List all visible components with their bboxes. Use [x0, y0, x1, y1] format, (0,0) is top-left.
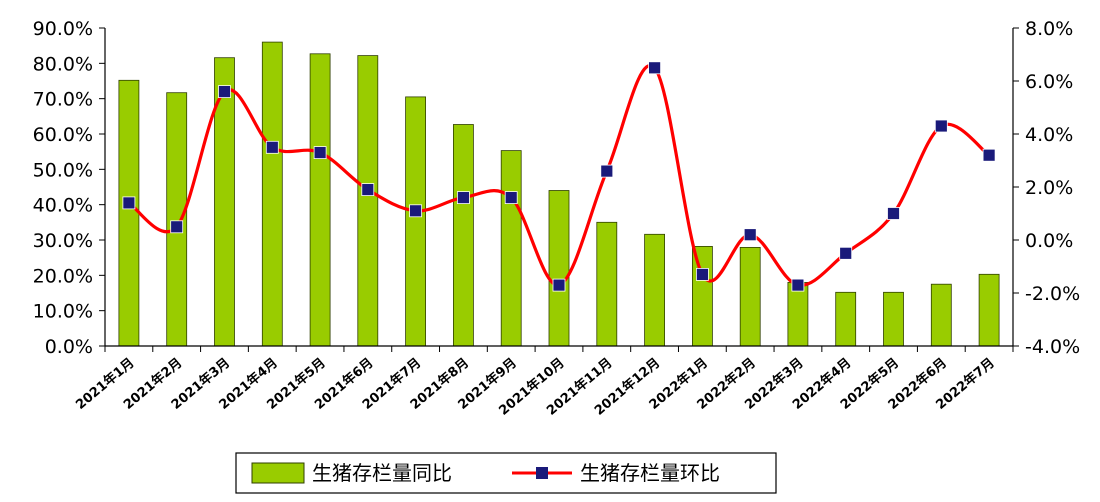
bar-7 — [405, 96, 427, 347]
bar-10 — [548, 190, 570, 347]
left-tick-label: 50.0% — [33, 159, 93, 181]
left-tick-label: 30.0% — [33, 230, 93, 252]
bar-14 — [739, 246, 761, 347]
line-marker-4 — [265, 140, 279, 154]
right-tick-label: 2.0% — [1025, 177, 1073, 199]
line-marker-7 — [409, 204, 423, 218]
right-axis-ticks: -4.0% -2.0% 0.0% 2.0% 4.0% 6.0% 8.0% — [1013, 18, 1080, 358]
line-marker-9 — [504, 191, 518, 205]
right-tick-label: -2.0% — [1025, 283, 1080, 305]
left-tick-label: 80.0% — [33, 53, 93, 75]
line-marker-2 — [170, 220, 184, 234]
bar-11 — [596, 221, 618, 347]
bar-2 — [166, 92, 188, 347]
line-marker-11 — [600, 164, 614, 178]
legend: 生猪存栏量同比 生猪存栏量环比 — [235, 452, 777, 494]
legend-box — [235, 452, 777, 494]
right-tick-label: 0.0% — [1025, 230, 1073, 252]
bar-8 — [452, 124, 474, 347]
bar-12 — [644, 233, 665, 347]
left-tick-label: 0.0% — [45, 336, 93, 358]
bar-4 — [261, 41, 283, 347]
left-tick-label: 90.0% — [33, 18, 93, 40]
bar-15 — [787, 281, 809, 347]
left-tick-label: 40.0% — [33, 195, 93, 217]
bars-layer — [118, 41, 1000, 347]
legend-bar-swatch — [251, 462, 305, 484]
category-labels: 2021年1月2021年2月2021年3月2021年4月2021年5月2021年… — [73, 355, 998, 419]
line-marker-6 — [361, 183, 375, 197]
markers-layer — [122, 61, 996, 292]
line-marker-3 — [218, 85, 231, 98]
right-tick-label: -4.0% — [1025, 336, 1080, 358]
left-axis-ticks: 0.0% 10.0% 20.0% 30.0% 40.0% 50.0% 60.0% 70.0% 8… — [33, 18, 105, 358]
bar-17 — [883, 291, 904, 347]
line-marker-14 — [743, 228, 757, 242]
right-tick-label: 8.0% — [1025, 18, 1073, 40]
right-tick-label: 6.0% — [1025, 71, 1073, 93]
legend-bar-label: 生猪存栏量同比 — [312, 461, 452, 485]
bar-5 — [309, 53, 331, 347]
bar-19 — [978, 273, 1000, 347]
left-tick-label: 60.0% — [33, 124, 93, 146]
line-marker-16 — [839, 246, 853, 260]
bar-6 — [357, 55, 379, 347]
line-marker-13 — [696, 267, 709, 281]
right-tick-label: 4.0% — [1025, 124, 1073, 146]
line-marker-19 — [982, 148, 996, 162]
line-marker-12 — [648, 61, 661, 75]
line-marker-18 — [934, 119, 948, 133]
line-marker-1 — [122, 196, 136, 210]
left-tick-label: 10.0% — [33, 301, 93, 323]
line-marker-10 — [552, 278, 566, 292]
line-marker-8 — [456, 191, 470, 205]
left-tick-label: 20.0% — [33, 265, 93, 287]
legend-line-label: 生猪存栏量环比 — [580, 461, 720, 485]
line-marker-17 — [887, 207, 900, 220]
bar-13 — [692, 245, 713, 347]
legend-marker-swatch — [536, 467, 548, 479]
line-marker-15 — [791, 278, 805, 292]
bar-1 — [118, 79, 140, 347]
bar-9 — [500, 150, 522, 347]
line-marker-5 — [313, 146, 327, 160]
left-tick-label: 70.0% — [33, 89, 93, 111]
bar-18 — [930, 283, 952, 347]
bar-16 — [835, 291, 857, 347]
